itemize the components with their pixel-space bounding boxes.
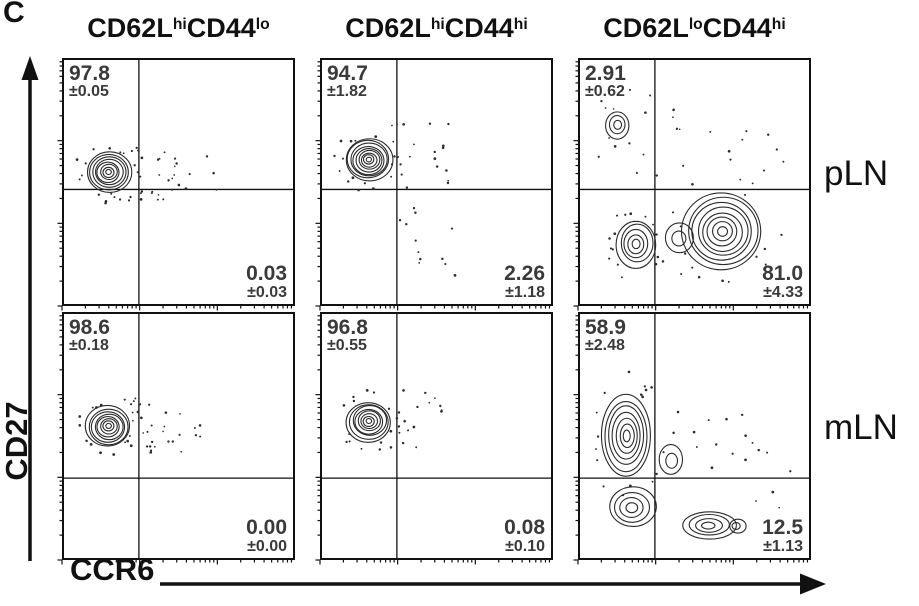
superscript: hi [172,16,187,34]
stat-sem: ±1.82 [327,83,367,101]
contour-plot [573,312,811,565]
contour-plot [57,58,295,311]
quadrant-stat-upper-left: 97.8 ±0.05 [69,63,110,101]
marker-text: CD44 [702,13,772,43]
contour-plot [57,312,295,565]
plot-mln-cd62llo-cd44hi: 58.9 ±2.48 12.5 ±1.13 [573,312,811,565]
stat-value: 96.8 [327,316,368,339]
stat-sem: ±1.13 [763,537,803,555]
plot-pln-cd62lhi-cd44hi: 94.7 ±1.82 2.26 ±1.18 [315,58,553,311]
y-axis-arrowhead [21,56,39,80]
marker-text: CD62L [603,13,689,43]
stat-value: 12.5 [762,516,803,540]
superscript: lo [255,16,270,34]
stat-value: 98.6 [69,316,110,339]
marker-text: CD44 [444,13,514,43]
superscript: hi [513,16,528,34]
stat-sem: ±0.10 [505,537,545,555]
contour-plot [573,58,811,311]
plot-mln-cd62lhi-cd44lo: 98.6 ±0.18 0.00 ±0.00 [57,312,295,565]
quadrant-stat-lower-right: 2.26 ±1.18 [504,263,545,301]
row-label-pln: pLN [824,154,889,193]
row-label-mln: mLN [824,408,898,447]
quadrant-stat-upper-left: 58.9 ±2.48 [585,317,626,355]
y-axis-title: CD27 [0,401,34,481]
marker-text: CD62L [87,13,173,43]
quadrant-stat-lower-right: 12.5 ±1.13 [762,517,803,555]
x-axis-arrowhead [800,573,826,595]
plot-mln-cd62lhi-cd44hi: 96.8 ±0.55 0.08 ±0.10 [315,312,553,565]
quadrant-stat-lower-right: 0.08 ±0.10 [504,517,545,555]
marker-text: CD44 [186,13,256,43]
quadrant-stat-upper-left: 96.8 ±0.55 [327,317,368,355]
quadrant-stat-lower-right: 0.00 ±0.00 [246,517,287,555]
plot-pln-cd62llo-cd44hi: 2.91 ±0.62 81.0 ±4.33 [573,58,811,311]
contour-plot [315,312,553,565]
column-title-2: CD62LhiCD44hi [320,13,553,44]
marker-text: CD62L [345,13,431,43]
superscript: hi [430,16,445,34]
quadrant-stat-lower-right: 0.03 ±0.03 [246,263,287,301]
column-title-1: CD62LhiCD44lo [62,13,295,44]
stat-value: 94.7 [327,62,368,85]
stat-sem: ±0.00 [247,537,287,555]
quadrant-stat-upper-left: 98.6 ±0.18 [69,317,110,355]
stat-sem: ±0.62 [585,83,625,101]
stat-sem: ±0.55 [327,337,367,355]
panel-label: C [3,0,25,29]
stat-value: 58.9 [585,316,626,339]
stat-sem: ±0.05 [69,83,109,101]
stat-sem: ±2.48 [585,337,625,355]
plot-pln-cd62lhi-cd44lo: 97.8 ±0.05 0.03 ±0.03 [57,58,295,311]
superscript: lo [688,16,703,34]
quadrant-stat-lower-right: 81.0 ±4.33 [762,263,803,301]
quadrant-stat-upper-left: 2.91 ±0.62 [585,63,626,101]
stat-value: 2.91 [585,62,626,85]
stat-value: 81.0 [762,262,803,286]
stat-value: 0.00 [246,516,287,540]
stat-value: 2.26 [504,262,545,286]
stat-sem: ±4.33 [763,283,803,301]
stat-sem: ±0.03 [247,283,287,301]
quadrant-stat-upper-left: 94.7 ±1.82 [327,63,368,101]
superscript: hi [771,16,786,34]
stat-value: 0.08 [504,516,545,540]
column-title-3: CD62LloCD44hi [578,13,811,44]
stat-value: 97.8 [69,62,110,85]
stat-sem: ±0.18 [69,337,109,355]
stat-value: 0.03 [246,262,287,286]
contour-plot [315,58,553,311]
stat-sem: ±1.18 [505,283,545,301]
